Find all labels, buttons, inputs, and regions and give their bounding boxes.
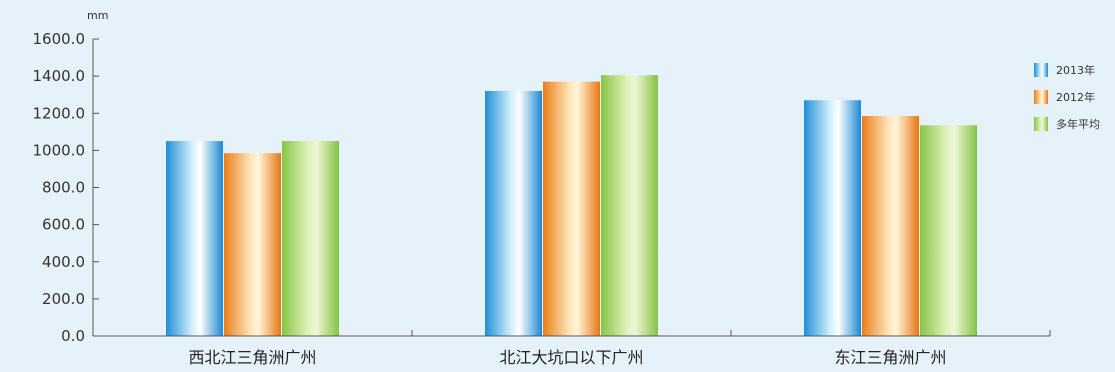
y-tick-label: 400.0 — [42, 253, 85, 271]
bar-3-2 — [601, 75, 658, 337]
legend-label: 2012年 — [1056, 90, 1095, 104]
bar-2-3 — [862, 116, 919, 336]
category-label: 西北江三角洲广州 — [188, 348, 316, 367]
y-tick-label: 1400.0 — [33, 67, 86, 85]
y-tick-label: 600.0 — [42, 216, 85, 234]
bar-3-1 — [282, 141, 339, 336]
bar-1-2 — [485, 90, 542, 336]
bar-1-1 — [166, 141, 223, 336]
legend-swatch — [1034, 63, 1048, 77]
bar-2-2 — [543, 81, 600, 336]
y-axis: 0.0 200.0 400.0 600.0 800.0 1000.0 1200.0 1400.… — [33, 30, 99, 345]
legend-label: 2013年 — [1056, 63, 1095, 77]
legend-swatch — [1034, 90, 1048, 104]
unit-label: mm — [87, 9, 108, 22]
category-label: 东江三角洲广州 — [834, 348, 946, 367]
x-axis: 西北江三角洲广州 北江大坑口以下广州 东江三角洲广州 — [93, 330, 1051, 367]
bar-1-3 — [804, 100, 861, 336]
y-tick-label: 1200.0 — [33, 104, 86, 122]
bar-3-3 — [920, 125, 977, 336]
y-tick-label: 1600.0 — [33, 30, 86, 48]
legend-swatch — [1034, 117, 1048, 131]
legend-label: 多年平均 — [1056, 117, 1100, 131]
bar-2-1 — [224, 153, 281, 336]
category-label: 北江大坑口以下广州 — [499, 348, 643, 367]
y-tick-label: 0.0 — [61, 327, 85, 345]
y-tick-label: 1000.0 — [33, 141, 86, 159]
bar-series — [166, 75, 977, 337]
y-tick-label: 200.0 — [42, 290, 85, 308]
y-tick-label: 800.0 — [42, 179, 85, 197]
